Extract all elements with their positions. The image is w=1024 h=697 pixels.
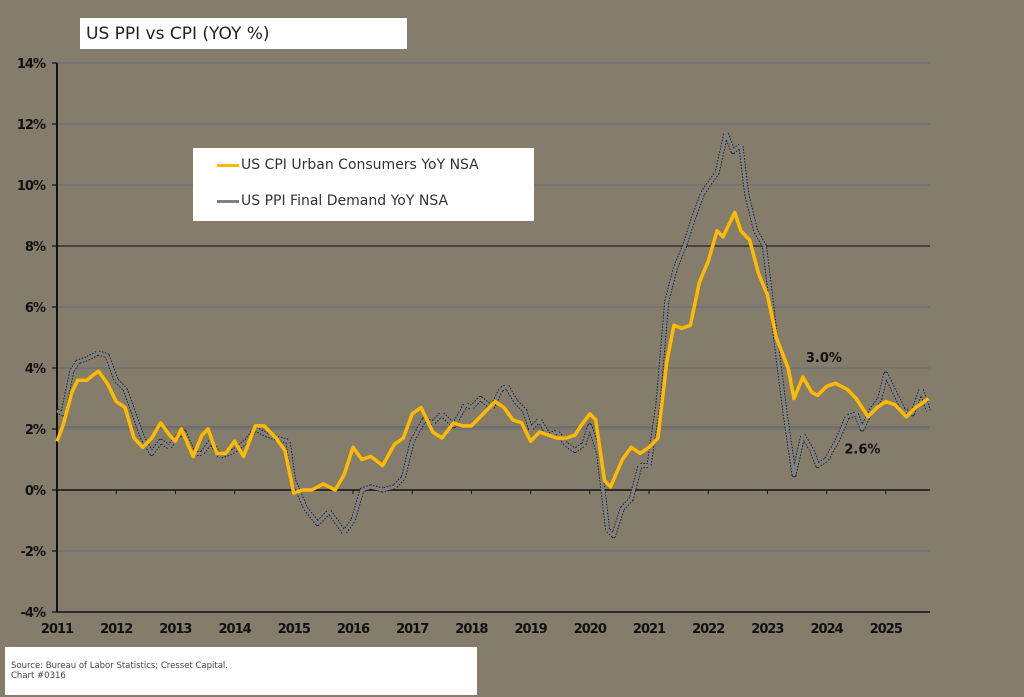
x-tick-label: 2013: [159, 622, 192, 637]
cpi-series-line: [55, 210, 930, 495]
value-annotation: 2.6%: [844, 442, 880, 457]
x-tick-label: 2019: [515, 622, 548, 637]
value-annotation: 3.0%: [806, 351, 842, 366]
x-tick-label: 2022: [692, 622, 724, 637]
x-tick-label: 2025: [870, 622, 903, 637]
legend-label: US CPI Urban Consumers YoY NSA: [241, 157, 479, 173]
x-tick-label: 2024: [811, 622, 844, 637]
y-tick-label: 8%: [25, 240, 46, 255]
y-tick-label: 6%: [25, 301, 46, 316]
y-tick-label: 4%: [25, 362, 46, 377]
source-text: Source: Bureau of Labor Statistics; Cres…: [11, 661, 228, 671]
x-tick-label: 2014: [219, 622, 252, 637]
x-tick-label: 2021: [633, 622, 666, 637]
x-tick-label: 2011: [41, 622, 74, 637]
y-tick-label: 0%: [25, 484, 46, 499]
legend-label: US PPI Final Demand YoY NSA: [241, 193, 449, 209]
ppi-series-line: [56, 131, 930, 538]
x-tick-label: 2012: [100, 622, 132, 637]
x-tick-label: 2017: [396, 622, 429, 637]
x-tick-label: 2023: [751, 622, 784, 637]
legend-item-ppi: US PPI Final Demand YoY NSA: [217, 193, 448, 209]
legend: US CPI Urban Consumers YoY NSA US PPI Fi…: [193, 148, 534, 221]
x-tick-label: 2016: [337, 622, 370, 637]
x-tick-label: 2020: [574, 622, 607, 637]
y-tick-label: -4%: [21, 606, 46, 621]
y-tick-label: 10%: [17, 179, 46, 194]
y-tick-label: 2%: [25, 423, 46, 438]
ppi-swatch-icon: [217, 199, 239, 203]
y-tick-label: 12%: [17, 118, 46, 133]
cpi-swatch-icon: [217, 163, 239, 167]
y-tick-label: 14%: [17, 57, 46, 72]
source-note: Source: Bureau of Labor Statistics; Cres…: [5, 647, 477, 695]
x-tick-label: 2015: [278, 622, 311, 637]
legend-item-cpi: US CPI Urban Consumers YoY NSA: [217, 157, 479, 173]
chart-title: US PPI vs CPI (YOY %): [80, 18, 407, 49]
chart-number: Chart #0316: [11, 671, 66, 681]
x-tick-label: 2018: [455, 622, 488, 637]
y-tick-label: -2%: [21, 545, 46, 560]
